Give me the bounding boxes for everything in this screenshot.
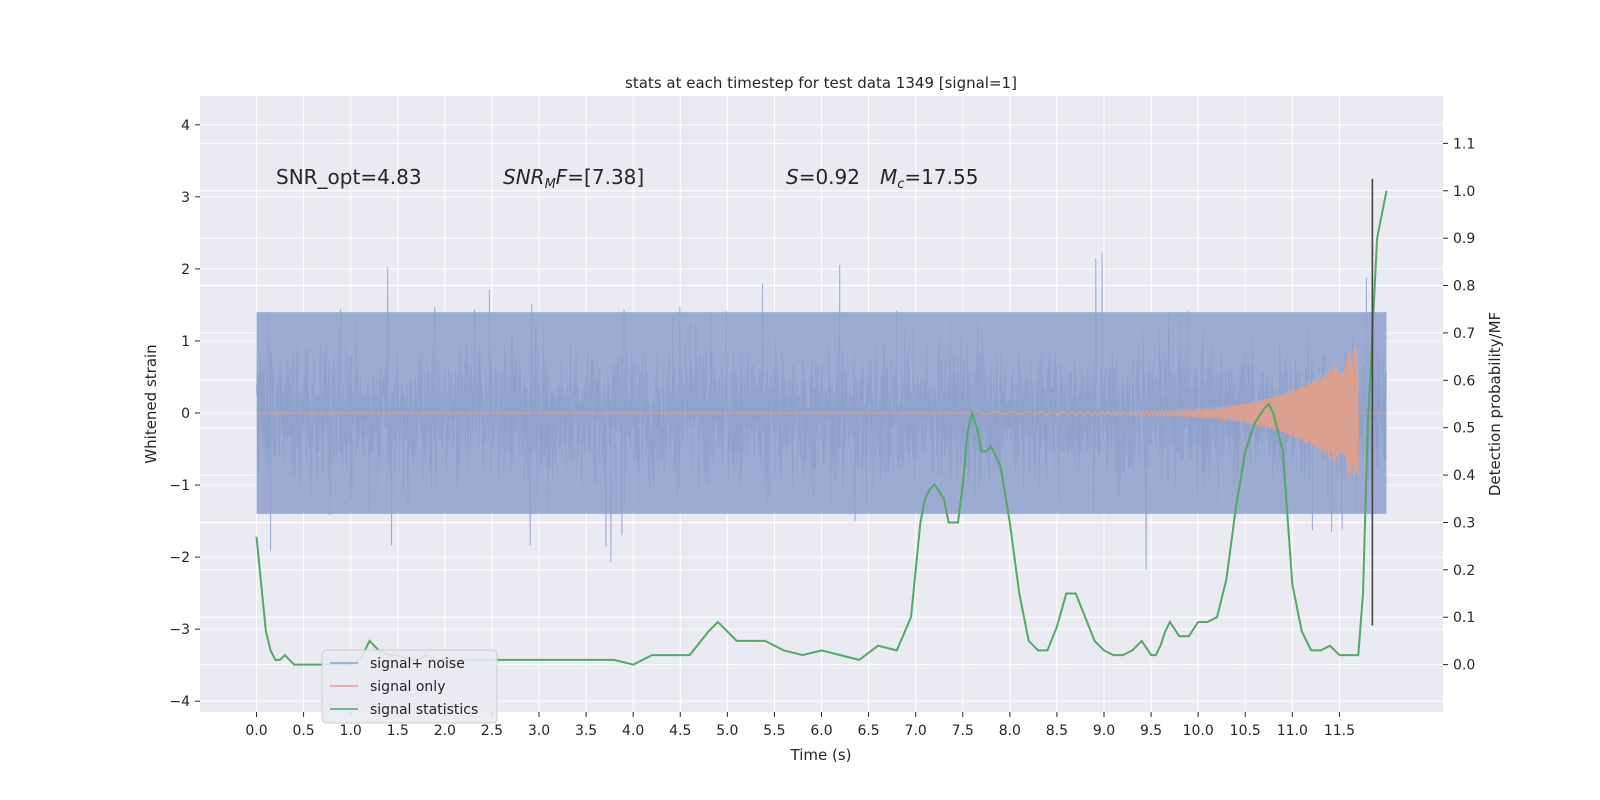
y-tick-label: −2 xyxy=(169,550,190,566)
y2-tick-label: 1.1 xyxy=(1453,136,1475,152)
x-tick-label: 10.0 xyxy=(1183,723,1214,739)
y-tick-label: −1 xyxy=(169,478,190,494)
legend-label-signal-statistics: signal statistics xyxy=(370,702,478,718)
annotation-s-symbol: S xyxy=(786,165,799,189)
x-tick-label: 4.5 xyxy=(669,723,691,739)
legend-label-signal-only: signal only xyxy=(370,679,445,695)
annotation-mc-subscript: c xyxy=(897,177,904,192)
x-tick-label: 3.5 xyxy=(575,723,597,739)
y2-tick-label: 0.5 xyxy=(1453,421,1475,437)
y2-axis-label: Detection probability/MF xyxy=(1486,312,1504,496)
annotation-snr-mf-value: =[7.38] xyxy=(567,165,644,189)
y2-axis-ticks: 0.0 0.1 0.2 0.3 0.4 0.5 0.6 0.7 0.8 0.9 1.0 1.1 xyxy=(1443,136,1475,674)
y2-tick-label: 0.3 xyxy=(1453,515,1475,531)
signal-only-line xyxy=(256,346,1387,478)
x-tick-label: 11.5 xyxy=(1324,723,1355,739)
x-tick-label: 10.5 xyxy=(1230,723,1261,739)
y-tick-label: 1 xyxy=(181,334,190,350)
y2-tick-label: 1.0 xyxy=(1453,184,1475,200)
annotation-mc-symbol: M xyxy=(880,165,897,189)
x-tick-label: 2.5 xyxy=(481,723,503,739)
x-tick-label: 3.0 xyxy=(528,723,550,739)
y-tick-label: −4 xyxy=(169,694,190,710)
y2-tick-label: 0.7 xyxy=(1453,326,1475,342)
legend: signal+ noise signal only signal statist… xyxy=(321,649,498,724)
x-tick-label: 5.5 xyxy=(763,723,785,739)
x-tick-label: 7.5 xyxy=(952,723,974,739)
y-tick-label: 4 xyxy=(181,118,190,134)
x-tick-label: 1.0 xyxy=(340,723,362,739)
y2-tick-label: 0.8 xyxy=(1453,279,1475,295)
y2-tick-label: 0.9 xyxy=(1453,231,1475,247)
y-axis-label: Whitened strain xyxy=(142,344,160,463)
legend-label-signal-plus-noise: signal+ noise xyxy=(370,656,465,672)
annotation-mc-value: =17.55 xyxy=(904,165,978,189)
x-tick-label: 0.0 xyxy=(245,723,267,739)
y-tick-label: 3 xyxy=(181,190,190,206)
x-tick-label: 0.5 xyxy=(292,723,314,739)
x-tick-label: 8.5 xyxy=(1046,723,1068,739)
y-axis-ticks: −4 −3 −2 −1 0 1 2 3 4 xyxy=(169,118,200,710)
y2-tick-label: 0.1 xyxy=(1453,610,1475,626)
chart-title: stats at each timestep for test data 134… xyxy=(625,74,1017,92)
x-tick-label: 11.0 xyxy=(1277,723,1308,739)
x-tick-label: 4.0 xyxy=(622,723,644,739)
y-tick-label: 0 xyxy=(181,406,190,422)
annotation-snr-mf-symbol: SNR xyxy=(503,165,545,189)
x-tick-label: 2.0 xyxy=(434,723,456,739)
annotation-s: S=0.92 xyxy=(786,165,860,189)
legend-box xyxy=(321,649,498,724)
x-tick-label: 1.5 xyxy=(387,723,409,739)
x-axis-ticks: 0.0 0.5 1.0 1.5 2.0 2.5 3.0 3.5 4.0 4.5 5.0 5.5 6.0 6… xyxy=(245,712,1355,739)
x-axis-label: Time (s) xyxy=(790,746,852,764)
x-tick-label: 9.0 xyxy=(1093,723,1115,739)
y-tick-label: 2 xyxy=(181,262,190,278)
y2-tick-label: 0.6 xyxy=(1453,373,1475,389)
y2-tick-label: 0.2 xyxy=(1453,563,1475,579)
annotation-s-value: =0.92 xyxy=(799,165,860,189)
y2-tick-label: 0.4 xyxy=(1453,468,1475,484)
y2-tick-label: 0.0 xyxy=(1453,658,1475,674)
x-tick-label: 5.0 xyxy=(716,723,738,739)
x-tick-label: 6.0 xyxy=(810,723,832,739)
series-signal-only xyxy=(256,346,1387,478)
annotation-snr-mf-f: F xyxy=(556,165,568,189)
annotation-snr-opt: SNR_opt=4.83 xyxy=(276,165,422,189)
annotation-snr-mf: SNRMF=[7.38] xyxy=(503,165,644,192)
x-tick-label: 8.0 xyxy=(999,723,1021,739)
y-tick-label: −3 xyxy=(169,622,190,638)
annotation-snr-mf-subscript: M xyxy=(545,177,556,192)
x-tick-label: 7.0 xyxy=(905,723,927,739)
x-tick-label: 9.5 xyxy=(1140,723,1162,739)
annotation-mc: Mc=17.55 xyxy=(880,165,978,192)
x-tick-label: 6.5 xyxy=(857,723,879,739)
